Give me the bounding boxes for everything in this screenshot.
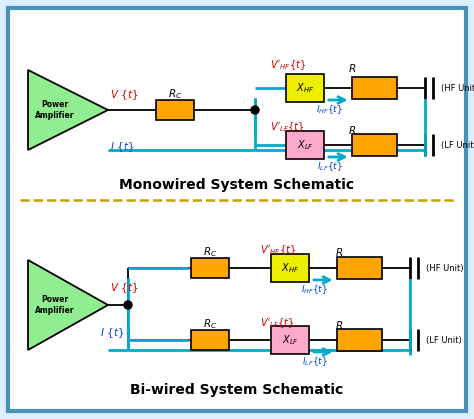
Bar — [271, 254, 309, 282]
Bar — [191, 330, 229, 350]
Text: $R_C$: $R_C$ — [203, 317, 217, 331]
Text: Power
Amplifier: Power Amplifier — [35, 100, 74, 120]
Bar — [337, 329, 383, 351]
Text: $I_{HF}\{t\}$: $I_{HF}\{t\}$ — [317, 103, 344, 116]
Polygon shape — [28, 70, 108, 150]
Text: (LF Unit): (LF Unit) — [426, 336, 462, 344]
Text: $V'_{HF}\{t\}$: $V'_{HF}\{t\}$ — [260, 243, 296, 257]
Bar — [286, 74, 324, 102]
Bar — [271, 326, 309, 354]
Text: $I\ \{t\}$: $I\ \{t\}$ — [110, 140, 135, 154]
Text: $V'_{LF}\{t\}$: $V'_{LF}\{t\}$ — [260, 316, 295, 330]
Text: $R_C$: $R_C$ — [203, 245, 217, 259]
Text: (HF Unit): (HF Unit) — [426, 264, 464, 272]
Text: Bi-wired System Schematic: Bi-wired System Schematic — [130, 383, 344, 397]
Text: $V'_{LF}\{t\}$: $V'_{LF}\{t\}$ — [270, 120, 305, 134]
Text: Monowired System Schematic: Monowired System Schematic — [119, 178, 355, 192]
Text: $R_C$: $R_C$ — [168, 87, 182, 101]
Text: (LF Unit): (LF Unit) — [441, 140, 474, 150]
Bar — [337, 257, 383, 279]
Bar — [286, 131, 324, 159]
Text: $X_{HF}$: $X_{HF}$ — [281, 261, 299, 275]
Text: $R$: $R$ — [348, 62, 356, 74]
Text: $R$: $R$ — [348, 124, 356, 136]
Text: Power
Amplifier: Power Amplifier — [35, 295, 74, 315]
FancyBboxPatch shape — [8, 8, 466, 411]
Text: $V\ \{t\}$: $V\ \{t\}$ — [110, 281, 138, 295]
Text: $I_{HF}\{t\}$: $I_{HF}\{t\}$ — [301, 284, 328, 296]
Text: $R$: $R$ — [335, 319, 343, 331]
Text: $X_{LF}$: $X_{LF}$ — [297, 138, 313, 152]
Text: $I_{LF}\{t\}$: $I_{LF}\{t\}$ — [317, 160, 343, 173]
Bar — [156, 100, 194, 120]
Text: $R$: $R$ — [335, 246, 343, 258]
Text: $V'_{HF}\{t\}$: $V'_{HF}\{t\}$ — [270, 58, 306, 72]
Text: $V\ \{t\}$: $V\ \{t\}$ — [110, 88, 138, 102]
Bar — [353, 134, 398, 156]
Bar — [191, 258, 229, 278]
Text: $I\ \{t\}$: $I\ \{t\}$ — [100, 326, 124, 340]
Polygon shape — [28, 260, 108, 350]
Circle shape — [124, 301, 132, 309]
Text: $I_{LF}\{t\}$: $I_{LF}\{t\}$ — [302, 356, 328, 368]
Circle shape — [251, 106, 259, 114]
Bar — [353, 77, 398, 99]
Text: (HF Unit): (HF Unit) — [441, 83, 474, 93]
Text: $X_{HF}$: $X_{HF}$ — [296, 81, 314, 95]
Text: $X_{LF}$: $X_{LF}$ — [282, 333, 299, 347]
